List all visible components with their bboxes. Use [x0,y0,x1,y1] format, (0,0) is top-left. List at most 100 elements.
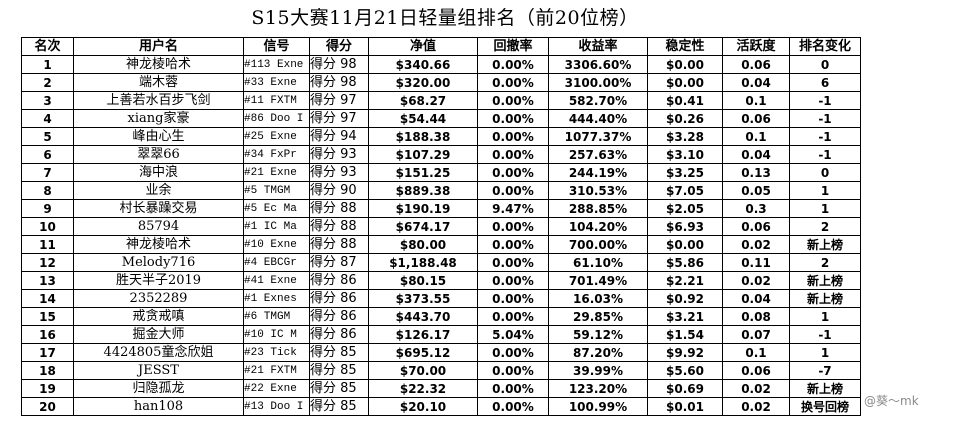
cell-rank: 18 [21,361,74,380]
cell-nav: $695.12 [368,343,478,362]
table-row: 6 翠翠66 #34 FxPr 得分 93 $107.29 0.00% 257.63% $3.… [21,145,861,164]
cell-rank-change: 0 [789,163,861,182]
cell-username: 端木蓉 [73,73,244,92]
cell-drawdown: 0.00% [477,109,549,128]
cell-username: 神龙棱哈术 [73,235,244,254]
cell-rank: 15 [21,307,74,326]
cell-return: 310.53% [548,181,648,200]
cell-rank-change: 0 [789,55,861,74]
header-score: 得分 [309,37,369,56]
cell-drawdown: 0.00% [477,289,549,308]
cell-rank: 12 [21,253,74,272]
cell-username: 翠翠66 [73,145,244,164]
cell-return: 104.20% [548,217,648,236]
cell-signal: #1 Exnes [243,289,310,308]
cell-rank-change: 新上榜 [789,235,861,254]
cell-rank: 6 [21,145,74,164]
cell-rank-change: 1 [789,343,861,362]
cell-username: 掘金大师 [73,325,244,344]
cell-nav: $443.70 [368,307,478,326]
cell-signal: #13 Doo I [243,397,310,416]
table-row: 16 掘金大师 #10 IC M 得分 86 $126.17 5.04% 59.12% $1.… [21,325,861,344]
cell-drawdown: 0.00% [477,397,549,416]
cell-nav: $190.19 [368,199,478,218]
cell-activity: 0.06 [722,361,790,380]
cell-rank-change: -1 [789,145,861,164]
cell-rank-change: 2 [789,253,861,272]
cell-score: 得分 86 [309,271,369,290]
cell-score: 得分 98 [309,55,369,74]
cell-score: 得分 90 [309,181,369,200]
cell-signal: #21 FXTM [243,361,310,380]
cell-username: 村长暴躁交易 [73,199,244,218]
table-row: 11 神龙棱哈术 #10 Exne 得分 88 $80.00 0.00% 700.00% $0… [21,235,861,254]
cell-stability: $2.05 [647,199,723,218]
cell-rank: 5 [21,127,74,146]
cell-signal: #11 FXTM [243,91,310,110]
cell-return: 123.20% [548,379,648,398]
watermark: @葵～mk [864,394,919,408]
cell-rank: 1 [21,55,74,74]
cell-drawdown: 0.00% [477,379,549,398]
cell-signal: #4 EBCGr [243,253,310,272]
cell-signal: #34 FxPr [243,145,310,164]
cell-signal: #6 TMGM [243,307,310,326]
header-signal: 信号 [243,37,310,56]
cell-score: 得分 93 [309,145,369,164]
cell-stability: $0.69 [647,379,723,398]
cell-stability: $3.21 [647,307,723,326]
cell-rank-change: -1 [789,109,861,128]
cell-nav: $22.32 [368,379,478,398]
cell-stability: $1.54 [647,325,723,344]
cell-stability: $0.92 [647,289,723,308]
cell-signal: #25 Exne [243,127,310,146]
cell-nav: $151.25 [368,163,478,182]
cell-nav: $674.17 [368,217,478,236]
cell-stability: $0.01 [647,397,723,416]
cell-stability: $6.93 [647,217,723,236]
cell-stability: $3.28 [647,127,723,146]
cell-nav: $126.17 [368,325,478,344]
cell-drawdown: 0.00% [477,91,549,110]
cell-username: 上善若水百步飞剑 [73,91,244,110]
cell-rank: 3 [21,91,74,110]
cell-score: 得分 87 [309,253,369,272]
table-row: 14 2352289 #1 Exnes 得分 86 $373.55 0.00% 16.03%… [21,289,861,308]
table-row: 15 戒贪戒嗔 #6 TMGM 得分 86 $443.70 0.00% 29.85% $3.2… [21,307,861,326]
cell-rank-change: 6 [789,73,861,92]
cell-score: 得分 97 [309,91,369,110]
cell-activity: 0.06 [722,109,790,128]
cell-drawdown: 5.04% [477,325,549,344]
header-stability: 稳定性 [647,37,723,56]
ranking-table: 名次 用户名 信号 得分 净值 回撤率 收益率 稳定性 活跃度 排名变化 1 神龙… [21,37,861,416]
header-nav: 净值 [368,37,478,56]
cell-rank-change: -1 [789,127,861,146]
cell-drawdown: 0.00% [477,181,549,200]
cell-activity: 0.1 [722,127,790,146]
cell-rank-change: -1 [789,325,861,344]
cell-score: 得分 85 [309,379,369,398]
cell-nav: $107.29 [368,145,478,164]
cell-rank-change: 1 [789,307,861,326]
cell-stability: $9.92 [647,343,723,362]
header-drawdown: 回撤率 [477,37,549,56]
cell-score: 得分 97 [309,109,369,128]
cell-rank-change: 新上榜 [789,289,861,308]
cell-activity: 0.11 [722,253,790,272]
cell-username: 业余 [73,181,244,200]
header-rank-change: 排名变化 [789,37,861,56]
table-row: 17 4424805童念欣姐 #23 Tick 得分 85 $695.12 0.00% 87… [21,343,861,362]
cell-drawdown: 0.00% [477,217,549,236]
cell-rank: 13 [21,271,74,290]
cell-return: 3306.60% [548,55,648,74]
cell-drawdown: 0.00% [477,73,549,92]
cell-activity: 0.04 [722,145,790,164]
cell-signal: #21 Exne [243,163,310,182]
table-row: 2 端木蓉 #33 Exne 得分 98 $320.00 0.00% 3100.00% $0.… [21,73,861,92]
table-row: 7 海中浪 #21 Exne 得分 93 $151.25 0.00% 244.19% $3.2… [21,163,861,182]
cell-return: 701.49% [548,271,648,290]
cell-activity: 0.06 [722,55,790,74]
cell-rank-change: 新上榜 [789,271,861,290]
table-row: 10 85794 #1 IC Ma 得分 88 $674.17 0.00% 104.20% $… [21,217,861,236]
cell-stability: $7.05 [647,181,723,200]
